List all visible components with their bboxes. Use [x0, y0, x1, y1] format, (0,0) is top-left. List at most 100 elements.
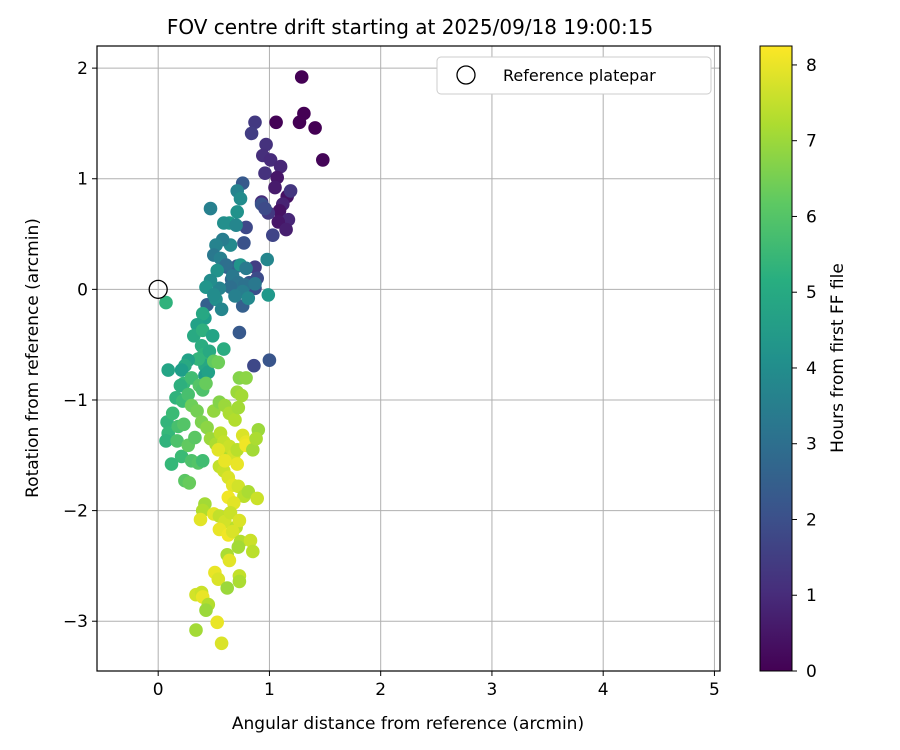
colorbar-tick-label: 8 — [806, 56, 817, 76]
scatter-point — [237, 236, 251, 250]
scatter-point — [218, 454, 232, 468]
scatter-point — [232, 325, 247, 340]
x-tick-label: 0 — [153, 680, 164, 700]
scatter-point — [250, 491, 264, 506]
y-tick-label: 0 — [77, 280, 88, 300]
colorbar-ticks: 0 1 2 3 4 5 6 7 8 — [792, 56, 817, 682]
y-axis-ticks: 2 1 0 −1 −2 −3 — [63, 59, 97, 632]
scatter-point — [232, 513, 247, 528]
scatter-point — [195, 306, 210, 321]
scatter-point — [195, 323, 210, 338]
scatter-point — [181, 387, 195, 402]
scatter-point — [232, 574, 247, 589]
x-axis-ticks: 0 1 2 3 4 5 — [153, 671, 720, 700]
plot-frame — [96, 45, 721, 672]
x-axis-label: Angular distance from reference (arcmin) — [232, 714, 584, 734]
legend-reference-marker — [456, 65, 476, 85]
scatter-point — [261, 288, 276, 302]
scatter-point — [190, 404, 204, 418]
scatter-point — [279, 222, 293, 237]
colorbar — [759, 45, 793, 672]
scatter-point — [214, 302, 229, 317]
scatter-point — [244, 126, 259, 141]
scatter-point — [174, 363, 189, 377]
scatter-point — [164, 457, 179, 471]
scatter-point — [292, 115, 307, 130]
scatter-point — [233, 191, 248, 206]
scatter-point — [188, 430, 202, 445]
scatter-point — [241, 291, 256, 306]
scatter-point — [211, 355, 226, 370]
scatter-point — [193, 512, 208, 527]
scatter-point — [269, 115, 283, 130]
scatter-point — [258, 166, 272, 180]
scatter-point — [246, 443, 260, 457]
scatter-point — [159, 434, 173, 448]
colorbar-tick-label: 6 — [806, 207, 817, 227]
colorbar-tick-label: 4 — [806, 359, 817, 379]
scatter-point — [231, 479, 246, 494]
x-tick-label: 4 — [598, 680, 609, 700]
x-tick-label: 1 — [264, 680, 275, 700]
scatter-point — [239, 261, 253, 276]
reference-platepar-marker — [148, 279, 168, 300]
scatter-point — [260, 252, 275, 267]
scatter-point — [231, 540, 246, 554]
scatter-point — [262, 353, 277, 368]
y-axis-label: Rotation from reference (arcmin) — [23, 218, 43, 498]
scatter-point — [189, 623, 203, 637]
scatter-point — [214, 636, 229, 651]
y-tick-label: 2 — [77, 59, 88, 79]
colorbar-tick-label: 0 — [806, 662, 817, 682]
scatter-point — [259, 137, 273, 152]
scatter-point — [272, 204, 287, 218]
legend-entry-reference: Reference platepar — [503, 66, 656, 85]
scatter-point — [199, 376, 213, 391]
scatter-point — [211, 572, 226, 586]
scatter-point — [170, 434, 184, 448]
scatter-point — [258, 201, 272, 216]
scatter-point — [222, 553, 237, 568]
scatter-point — [207, 288, 221, 302]
scatter-point — [229, 218, 243, 232]
scatter-point — [173, 378, 188, 393]
scatter-point — [263, 153, 278, 167]
y-tick-label: −2 — [63, 502, 88, 522]
scatter-point — [268, 180, 282, 195]
colorbar-label: Hours from first FF file — [828, 263, 848, 453]
scatter-point — [231, 400, 246, 415]
scatter-point — [239, 371, 253, 385]
scatter-point — [223, 506, 238, 520]
scatter-point — [203, 201, 218, 216]
scatter-point — [243, 533, 258, 548]
scatter-point — [316, 153, 330, 167]
scatter-point — [191, 352, 205, 366]
colorbar-tick-label: 5 — [806, 283, 817, 303]
scatter-point — [210, 263, 224, 278]
scatter-point — [228, 413, 242, 427]
y-tick-label: −3 — [63, 612, 88, 632]
scatter-point — [230, 457, 244, 471]
chart-title: FOV centre drift starting at 2025/09/18 … — [167, 15, 653, 39]
x-tick-label: 3 — [487, 680, 498, 700]
scatter-point — [211, 443, 226, 457]
legend: Reference platepar — [436, 56, 712, 95]
scatter-point — [201, 365, 216, 380]
colorbar-tick-label: 2 — [806, 510, 817, 530]
scatter-point — [234, 388, 249, 403]
colorbar-tick-label: 1 — [806, 586, 817, 606]
scatter-point — [182, 476, 197, 490]
y-tick-label: −1 — [63, 391, 88, 411]
x-tick-label: 5 — [709, 680, 720, 700]
scatter-point — [177, 417, 191, 432]
x-tick-label: 2 — [375, 680, 386, 700]
scatter-point — [248, 115, 262, 130]
scatter-point — [266, 228, 280, 242]
colorbar-tick-label: 3 — [806, 435, 817, 455]
scatter-point — [217, 216, 231, 230]
scatter-point — [200, 420, 214, 435]
scatter-point — [220, 581, 234, 595]
scatter-points — [159, 70, 330, 651]
legend-box — [436, 56, 712, 95]
